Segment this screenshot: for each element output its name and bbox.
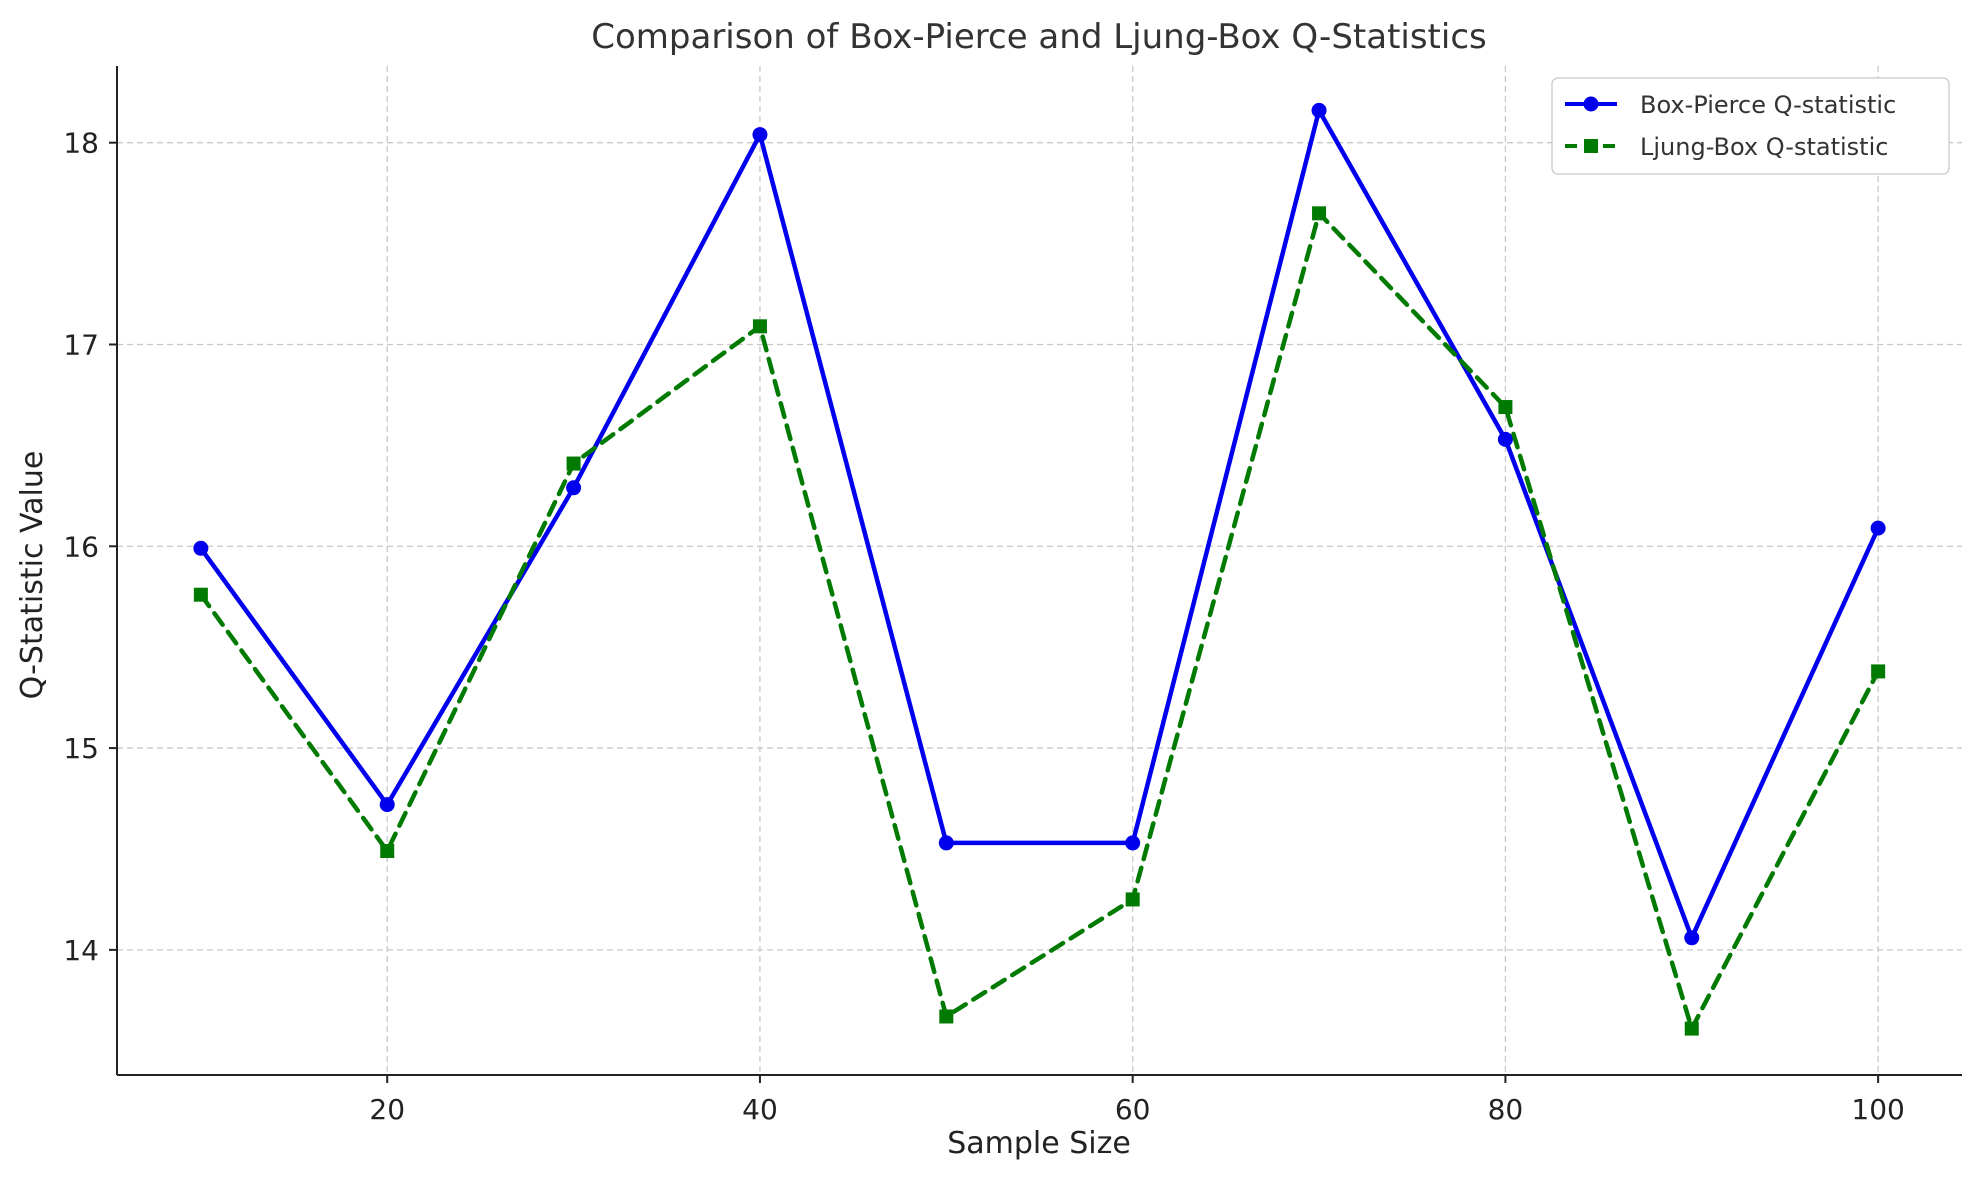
data-point-box-pierce-q-statistic: [1311, 102, 1327, 118]
data-point-box-pierce-q-statistic: [1684, 930, 1700, 946]
data-point-box-pierce-q-statistic: [1125, 835, 1141, 851]
data-point-box-pierce-q-statistic: [566, 480, 582, 496]
series-line-ljung-box-q-statistic: [198, 211, 1881, 1031]
data-point-ljung-box-q-statistic: [566, 456, 581, 471]
legend: Box-Pierce Q-statistic Ljung-Box Q-stati…: [1551, 77, 1950, 175]
data-point-box-pierce-q-statistic: [752, 127, 768, 143]
legend-marker-ljung-box: [1584, 139, 1598, 153]
legend-marker-box-pierce: [1583, 96, 1599, 112]
data-point-ljung-box-q-statistic: [1684, 1021, 1699, 1036]
chart-title: Comparison of Box-Pierce and Ljung-Box Q…: [591, 17, 1487, 57]
legend-item-box-pierce: Box-Pierce Q-statistic: [1565, 91, 1896, 119]
data-point-ljung-box-q-statistic: [1498, 400, 1513, 415]
data-point-ljung-box-q-statistic: [752, 319, 767, 334]
series-layer: [193, 102, 1886, 1036]
legend-item-ljung-box: Ljung-Box Q-statistic: [1565, 133, 1888, 161]
data-point-box-pierce-q-statistic: [379, 797, 395, 813]
legend-label-box-pierce: Box-Pierce Q-statistic: [1640, 91, 1896, 119]
x-tick-label: 40: [742, 1093, 778, 1126]
axes: [109, 66, 1962, 1083]
series-line-box-pierce-q-statistic: [198, 108, 1881, 941]
data-point-ljung-box-q-statistic: [380, 844, 395, 859]
x-tick-label: 20: [369, 1093, 405, 1126]
x-tick-label: 100: [1851, 1093, 1904, 1126]
data-point-ljung-box-q-statistic: [1871, 664, 1886, 679]
data-point-ljung-box-q-statistic: [1312, 206, 1327, 221]
tick-labels: 20 40 60 80 100 14 15 16 17 18: [63, 127, 1905, 1126]
data-point-box-pierce-q-statistic: [1497, 431, 1513, 447]
grid-lines: [117, 66, 1962, 1075]
y-tick-label: 17: [63, 328, 99, 361]
series-box-pierce-q-statistic: [193, 102, 1886, 946]
legend-label-ljung-box: Ljung-Box Q-statistic: [1640, 133, 1888, 161]
legend-box: [1551, 77, 1950, 175]
data-point-box-pierce-q-statistic: [938, 835, 954, 851]
y-tick-label: 16: [63, 530, 99, 563]
x-tick-label: 60: [1115, 1093, 1151, 1126]
x-tick-label: 80: [1488, 1093, 1524, 1126]
y-tick-label: 14: [63, 934, 99, 967]
y-axis-label: Q-Statistic Value: [15, 451, 50, 700]
data-point-box-pierce-q-statistic: [1870, 520, 1886, 536]
data-point-ljung-box-q-statistic: [1125, 892, 1140, 907]
data-point-ljung-box-q-statistic: [193, 587, 208, 602]
y-tick-label: 18: [63, 127, 99, 160]
data-point-box-pierce-q-statistic: [193, 540, 209, 556]
x-axis-label: Sample Size: [947, 1126, 1131, 1161]
data-point-ljung-box-q-statistic: [939, 1009, 954, 1024]
series-ljung-box-q-statistic: [193, 206, 1886, 1036]
y-tick-label: 15: [63, 732, 99, 765]
